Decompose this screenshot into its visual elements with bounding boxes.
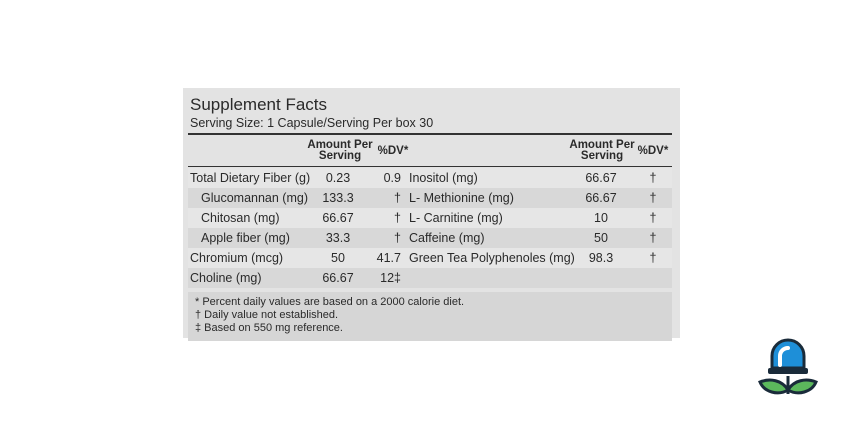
amount: 66.67 — [322, 271, 354, 285]
footnote-box — [188, 292, 672, 341]
footnote: * Percent daily values are based on a 20… — [195, 296, 465, 308]
row-stripe — [188, 228, 672, 248]
daily-value: † — [394, 211, 401, 225]
amount: 50 — [594, 231, 608, 245]
nutrient-name: Choline (mg) — [190, 271, 262, 285]
daily-value: 12‡ — [380, 271, 401, 285]
amount: 66.67 — [585, 191, 617, 205]
daily-value: † — [649, 251, 657, 265]
nutrient-name: Total Dietary Fiber (g) — [190, 171, 311, 185]
amount-header: Serving — [580, 150, 624, 162]
amount-header: Amount Per — [569, 139, 635, 151]
nutrient-name: Inositol (mg) — [409, 171, 478, 185]
daily-value: † — [394, 191, 401, 205]
logo — [758, 338, 818, 395]
amount: 66.67 — [322, 211, 354, 225]
amount: 66.67 — [585, 171, 617, 185]
nutrient-name: L- Methionine (mg) — [409, 191, 514, 205]
dv-header: %DV* — [377, 145, 409, 157]
daily-value: † — [649, 231, 657, 245]
nutrient-name: Chitosan (mg) — [201, 211, 280, 225]
amount-header: Serving — [318, 150, 362, 162]
footnote: † Daily value not established. — [195, 309, 339, 321]
row-stripe — [188, 248, 672, 268]
daily-value: 0.9 — [383, 171, 401, 185]
daily-value: † — [649, 211, 657, 225]
amount: 10 — [594, 211, 608, 225]
amount-header: Amount Per — [307, 139, 373, 151]
daily-value: 41.7 — [376, 251, 401, 265]
amount: 133.3 — [322, 191, 354, 205]
footnote: ‡ Based on 550 mg reference. — [195, 322, 343, 334]
amount: 33.3 — [325, 231, 351, 245]
row-stripe — [188, 188, 672, 208]
row-stripe — [188, 168, 672, 188]
daily-value: † — [649, 191, 657, 205]
nutrient-name: Green Tea Polyphenoles (mg) — [409, 251, 575, 265]
nutrient-name: Chromium (mcg) — [190, 251, 284, 265]
dv-header: %DV* — [637, 145, 669, 157]
title: Supplement Facts — [190, 95, 328, 114]
nutrient-name: L- Carnitine (mg) — [409, 211, 503, 225]
supplement-facts-label: Supplement Facts Serving Size: 1 Capsule… — [183, 88, 680, 341]
serving-size: Serving Size: 1 Capsule/Serving Per box … — [190, 116, 434, 130]
nutrient-name: Apple fiber (mg) — [201, 231, 290, 245]
daily-value: † — [394, 231, 401, 245]
nutrient-name: Glucomannan (mg) — [201, 191, 308, 205]
daily-value: † — [649, 171, 657, 185]
thick-rule — [188, 133, 672, 135]
amount: 0.23 — [325, 171, 351, 185]
rule — [188, 166, 672, 167]
amount: 50 — [331, 251, 345, 265]
nutrient-name: Caffeine (mg) — [409, 231, 485, 245]
amount: 98.3 — [588, 251, 614, 265]
row-stripe — [188, 208, 672, 228]
row-stripe — [188, 268, 672, 288]
